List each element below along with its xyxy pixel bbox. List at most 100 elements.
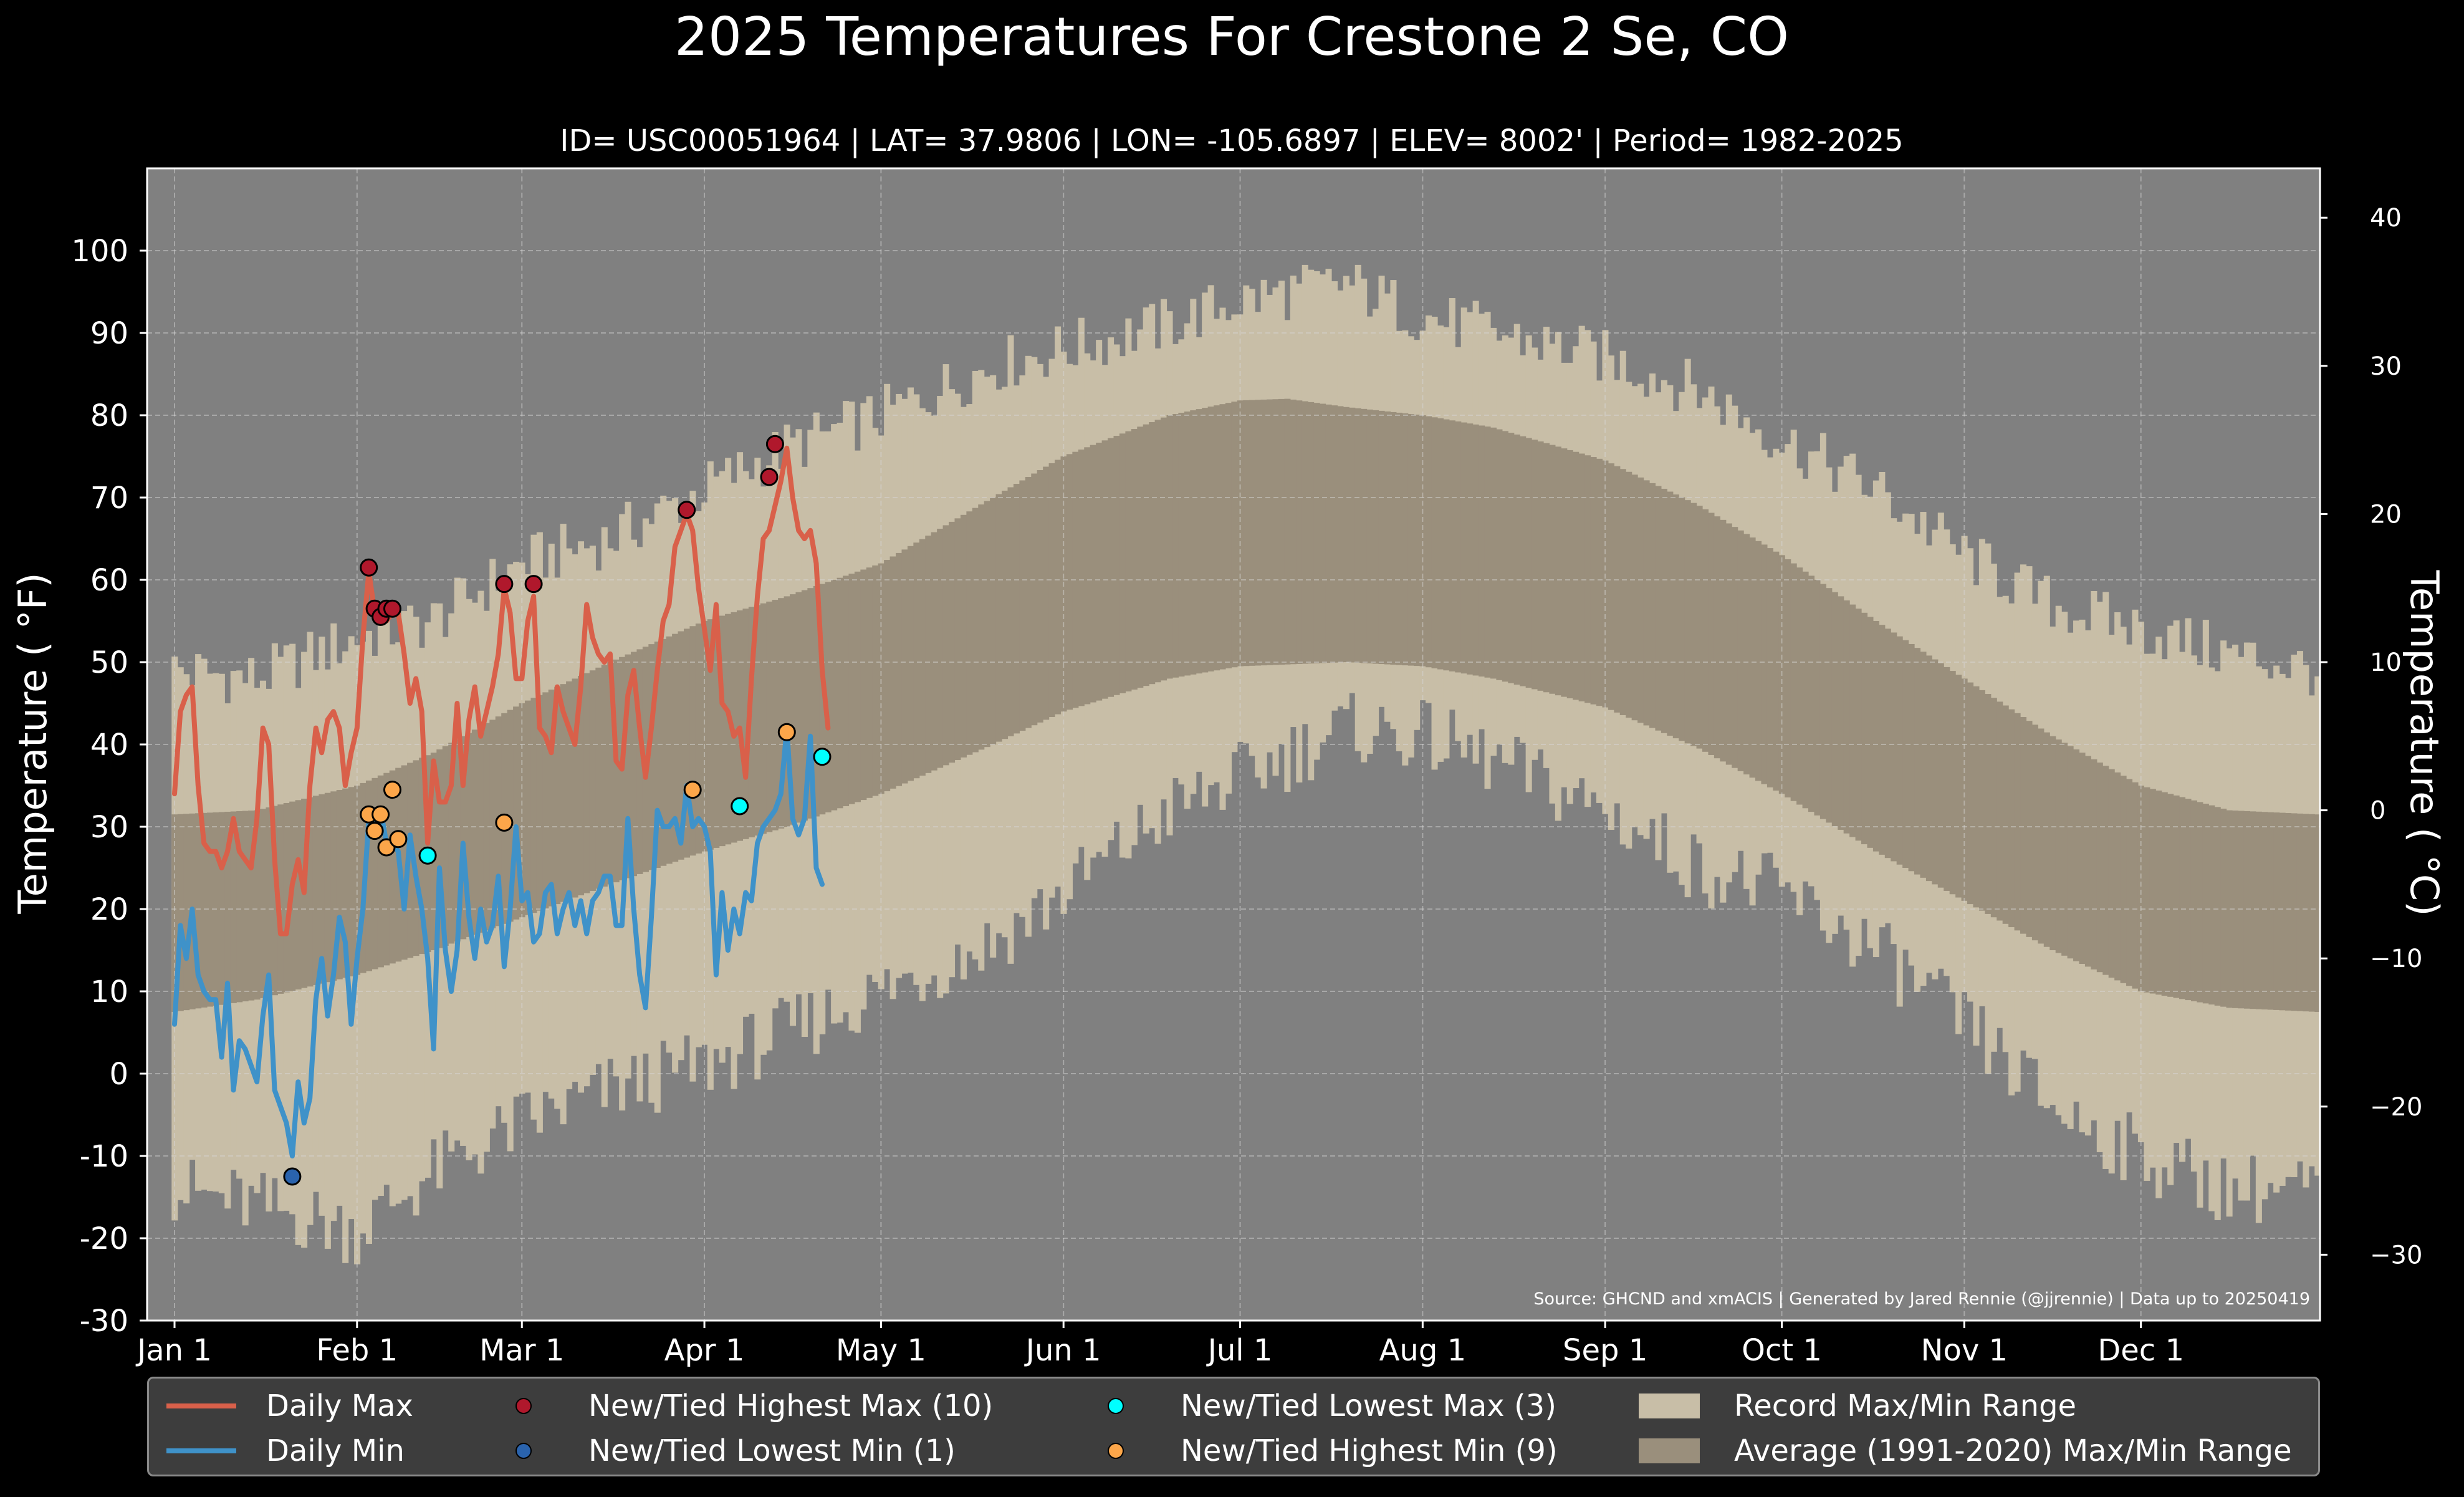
normal-range-bar bbox=[218, 812, 225, 1005]
normal-range-bar bbox=[548, 690, 555, 907]
legend-label-new-high-max: New/Tied Highest Max (10) bbox=[588, 1389, 994, 1423]
normal-range-bar bbox=[1384, 411, 1391, 665]
normal-range-bar bbox=[1178, 413, 1185, 677]
normal-range-bar bbox=[2049, 736, 2056, 950]
normal-range-bar bbox=[1826, 588, 1833, 823]
normal-range-bar bbox=[1843, 600, 1850, 834]
normal-range-bar bbox=[872, 565, 879, 796]
normal-range-bar bbox=[1566, 450, 1573, 699]
new-high-max-marker bbox=[760, 468, 779, 486]
normal-range-bar bbox=[1025, 477, 1032, 728]
normal-range-bar bbox=[790, 594, 797, 825]
normal-range-bar bbox=[2144, 787, 2150, 993]
normal-range-bar bbox=[1214, 405, 1220, 671]
normal-range-bar bbox=[1555, 446, 1561, 696]
normal-range-bar bbox=[1902, 640, 1909, 868]
y-axis-label-right: Temperature ( °C) bbox=[2402, 570, 2447, 917]
normal-range-bar bbox=[259, 809, 266, 998]
normal-range-bar bbox=[678, 631, 684, 860]
normal-range-bar bbox=[942, 525, 949, 766]
normal-range-bar bbox=[1584, 455, 1591, 703]
normal-range-bar bbox=[201, 812, 208, 1008]
y-axis-label-left: Temperature ( °F) bbox=[10, 572, 55, 914]
x-tick-label: Oct 1 bbox=[1742, 1333, 1822, 1368]
normal-range-bar bbox=[519, 703, 525, 918]
normal-range-bar bbox=[1431, 417, 1438, 668]
normal-range-bar bbox=[589, 670, 596, 891]
normal-range-bar bbox=[2173, 795, 2180, 998]
normal-range-bar bbox=[1684, 500, 1691, 744]
normal-range-bar bbox=[654, 642, 661, 868]
normal-range-bar bbox=[1479, 425, 1485, 677]
x-tick-label: Jun 1 bbox=[1024, 1333, 1101, 1368]
normal-range-bar bbox=[613, 659, 620, 883]
normal-range-bar bbox=[1696, 506, 1703, 749]
normal-range-bar bbox=[896, 552, 903, 786]
normal-range-bar bbox=[1390, 412, 1397, 665]
normal-range-bar bbox=[183, 814, 190, 1011]
normal-range-bar bbox=[524, 700, 532, 915]
normal-range-bar bbox=[2202, 804, 2209, 1004]
daily-min-line bbox=[172, 725, 825, 1158]
normal-range-bar bbox=[2208, 805, 2215, 1005]
normal-range-bar bbox=[483, 723, 490, 931]
legend-swatch-new-high-max bbox=[515, 1398, 532, 1414]
y-tick-label-right: 0 bbox=[2370, 797, 2385, 826]
normal-range-bar bbox=[854, 571, 861, 802]
normal-range-bar bbox=[1320, 403, 1326, 663]
normal-range-bar bbox=[307, 797, 314, 987]
normal-range-bar bbox=[860, 569, 867, 801]
normal-range-bar bbox=[1237, 400, 1244, 667]
normal-range-bar bbox=[1243, 400, 1250, 667]
normal-range-bar bbox=[1879, 625, 1886, 855]
normal-range-bar bbox=[1637, 477, 1644, 723]
normal-range-bar bbox=[754, 605, 761, 836]
normal-range-bar bbox=[2232, 811, 2239, 1008]
y-tick-label-left: -20 bbox=[80, 1221, 128, 1256]
new-high-max-marker bbox=[524, 575, 543, 594]
legend-item-new-low-min: New/Tied Lowest Min (1) bbox=[489, 1431, 956, 1471]
legend-swatch-record-range bbox=[1639, 1394, 1700, 1418]
normal-range-bar bbox=[442, 746, 449, 946]
normal-range-bar bbox=[1119, 433, 1126, 693]
y-tick-label-right: −20 bbox=[2370, 1093, 2422, 1122]
normal-range-bar bbox=[1337, 406, 1344, 663]
normal-range-bar bbox=[689, 626, 696, 856]
normal-range-bar bbox=[1626, 471, 1632, 718]
legend-label-new-low-min: New/Tied Lowest Min (1) bbox=[588, 1433, 956, 1468]
y-tick-label-right: 20 bbox=[2370, 500, 2402, 529]
normal-range-bar bbox=[1655, 486, 1662, 731]
legend-item-daily-max: Daily Max bbox=[166, 1386, 413, 1426]
normal-range-bar bbox=[1944, 667, 1950, 891]
normal-range-bar bbox=[1985, 694, 1992, 914]
normal-range-bar bbox=[1785, 559, 1791, 797]
y-tick-label-left: 40 bbox=[90, 728, 128, 763]
normal-range-bar bbox=[330, 791, 337, 981]
normal-range-bar bbox=[1649, 483, 1656, 728]
normal-range-bar bbox=[1790, 563, 1797, 801]
legend-label-new-high-min: New/Tied Highest Min (9) bbox=[1181, 1433, 1558, 1468]
normal-range-band bbox=[171, 398, 2321, 1012]
legend-item-record-range: Record Max/Min Range bbox=[1634, 1386, 2076, 1426]
normal-range-bar bbox=[236, 811, 243, 1003]
new-high-min-marker bbox=[495, 813, 514, 832]
normal-range-bar bbox=[2026, 721, 2033, 937]
normal-range-bar bbox=[2002, 705, 2009, 924]
normal-range-bar bbox=[1502, 431, 1508, 682]
normal-range-bar bbox=[2250, 811, 2256, 1009]
y-tick-label-right: 10 bbox=[2370, 648, 2402, 677]
normal-range-bar bbox=[1819, 584, 1826, 819]
normal-range-bar bbox=[1172, 414, 1179, 678]
legend-swatch-new-high-min bbox=[1108, 1443, 1124, 1459]
normal-range-bar bbox=[1472, 424, 1479, 676]
normal-range-bar bbox=[1920, 652, 1927, 878]
normal-range-bar bbox=[554, 686, 561, 905]
y-tick-label-left: 60 bbox=[90, 563, 128, 598]
normal-range-bar bbox=[795, 592, 802, 823]
normal-range-bar bbox=[2267, 812, 2274, 1010]
normal-range-bar bbox=[1414, 414, 1421, 667]
normal-range-bar bbox=[1490, 427, 1497, 679]
normal-range-bar bbox=[937, 529, 944, 768]
normal-range-bar bbox=[1743, 534, 1750, 775]
legend-swatch-new-low-max bbox=[1108, 1398, 1124, 1414]
